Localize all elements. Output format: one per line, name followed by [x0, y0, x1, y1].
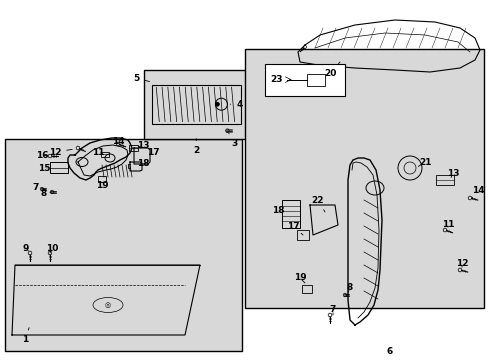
Text: 21: 21	[417, 158, 430, 166]
Text: 11: 11	[441, 220, 453, 229]
Text: 15: 15	[38, 163, 50, 172]
Bar	[306, 73, 324, 86]
Text: 8: 8	[346, 284, 352, 292]
Text: 14: 14	[111, 136, 124, 145]
Bar	[152, 85, 241, 123]
Bar	[50, 162, 68, 173]
Bar	[101, 152, 109, 157]
Bar	[128, 145, 137, 151]
Text: 12: 12	[455, 258, 468, 267]
Circle shape	[215, 102, 219, 106]
Text: 2: 2	[193, 139, 199, 155]
Bar	[435, 175, 453, 185]
Text: 20: 20	[323, 62, 339, 77]
Text: 3: 3	[228, 133, 237, 148]
Text: 22: 22	[311, 195, 325, 212]
Text: 17: 17	[146, 148, 159, 157]
Text: 13: 13	[446, 168, 458, 177]
Bar	[296, 230, 308, 240]
Text: 19: 19	[96, 180, 108, 189]
Text: 18: 18	[271, 206, 284, 215]
Text: 12: 12	[49, 148, 72, 157]
Bar	[282, 200, 299, 228]
Text: 4: 4	[230, 100, 242, 109]
Text: 6: 6	[386, 347, 392, 356]
Bar	[144, 70, 249, 139]
Bar	[264, 64, 344, 96]
Text: 16: 16	[36, 150, 48, 159]
Text: 17: 17	[286, 221, 303, 235]
Text: 14: 14	[471, 185, 483, 198]
Bar	[302, 285, 311, 293]
Text: 7: 7	[329, 306, 336, 315]
Text: 7: 7	[33, 183, 42, 192]
Text: 19: 19	[293, 274, 305, 283]
Text: 1: 1	[22, 328, 29, 345]
Text: 23: 23	[270, 75, 282, 84]
Bar	[244, 49, 483, 308]
Text: 9: 9	[23, 243, 29, 252]
Bar	[98, 176, 106, 182]
Text: ◎: ◎	[105, 302, 111, 308]
Text: 11: 11	[92, 148, 104, 157]
Text: 18: 18	[137, 158, 149, 167]
Bar	[5, 139, 242, 351]
Text: 13: 13	[137, 140, 149, 149]
Text: 10: 10	[46, 243, 58, 253]
Text: 5: 5	[133, 74, 149, 83]
Text: 8: 8	[41, 189, 52, 198]
